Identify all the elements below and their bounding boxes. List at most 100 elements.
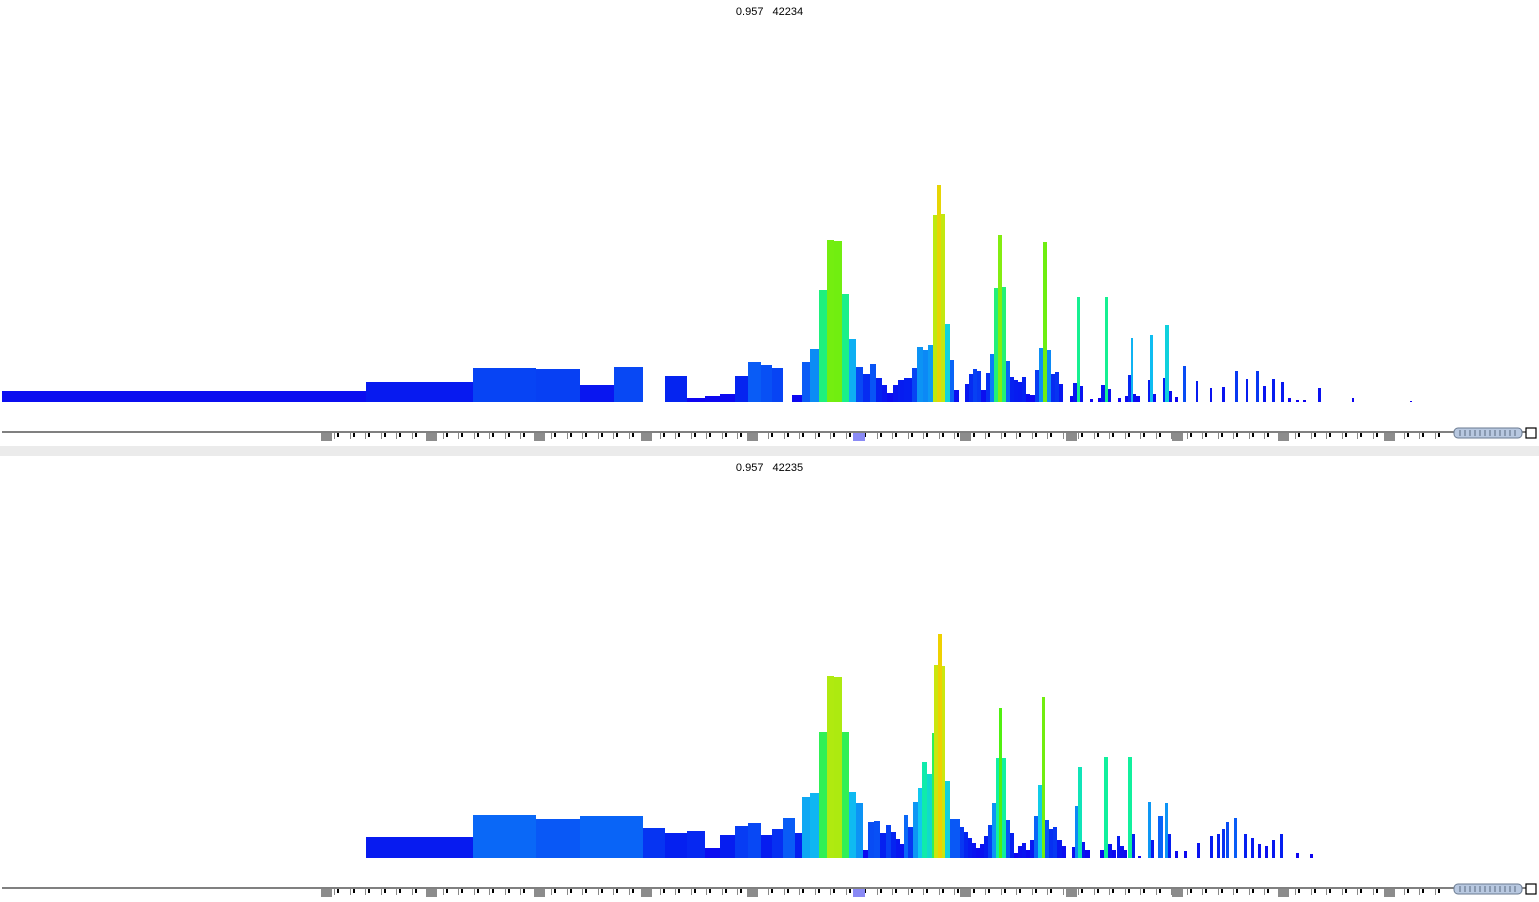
ruler-marker[interactable] (1172, 889, 1183, 897)
ruler-marker[interactable] (1384, 433, 1395, 441)
bar (1042, 697, 1045, 858)
ruler-tick (1032, 433, 1033, 439)
bar (1124, 850, 1127, 858)
bar (1158, 816, 1163, 858)
ruler-marker[interactable] (1278, 433, 1289, 441)
bar (536, 369, 580, 402)
bar (868, 822, 874, 858)
bar (1120, 846, 1124, 858)
bar (1002, 758, 1006, 858)
ruler-tick (458, 889, 459, 895)
ruler-marker[interactable] (321, 889, 332, 897)
bar (1090, 399, 1093, 402)
spectrum-chart (2, 634, 1537, 897)
ruler-tick (399, 433, 401, 437)
ruler-tick (802, 433, 804, 437)
ruler-marker-selected[interactable] (853, 889, 865, 897)
scroll-thumb-body[interactable] (1453, 883, 1523, 895)
ruler-tick (1236, 433, 1238, 437)
ruler-marker[interactable] (426, 889, 437, 897)
ruler-tick (412, 889, 413, 895)
ruler-tick (784, 889, 785, 895)
ruler-marker[interactable] (1172, 433, 1183, 441)
bar (1280, 834, 1283, 858)
bar (1100, 850, 1104, 858)
bar (849, 339, 856, 402)
bar (1038, 785, 1042, 858)
bar (1014, 853, 1018, 858)
ruler-tick (663, 889, 665, 893)
expand-box-icon[interactable] (1525, 427, 1537, 439)
ruler-marker[interactable] (1066, 433, 1077, 441)
ruler-tick (988, 889, 990, 893)
ruler-marker[interactable] (747, 433, 758, 441)
bar (1128, 375, 1131, 402)
ruler[interactable] (2, 883, 1537, 897)
panel-divider[interactable] (0, 446, 1539, 456)
ruler-tick (1233, 433, 1234, 439)
ruler-tick (1202, 433, 1203, 439)
ruler-tick (1249, 433, 1250, 439)
ruler-tick (942, 433, 944, 437)
ruler-tick (1373, 889, 1374, 895)
ruler-tick (1342, 889, 1343, 895)
bar (880, 833, 886, 858)
ruler-tick (446, 433, 448, 437)
bar (918, 788, 922, 858)
ruler-tick (1252, 889, 1254, 893)
ruler-marker[interactable] (641, 433, 652, 441)
ruler-marker[interactable] (641, 889, 652, 897)
bar (1272, 840, 1275, 858)
ruler-marker[interactable] (321, 433, 332, 441)
bar (792, 395, 802, 402)
ruler-tick (880, 889, 882, 893)
bar (1150, 335, 1153, 402)
bar (927, 774, 932, 858)
ruler-tick (830, 889, 831, 895)
ruler-marker[interactable] (534, 433, 545, 441)
ruler-marker[interactable] (1384, 889, 1395, 897)
ruler-tick (598, 433, 599, 439)
ruler-tick (629, 889, 630, 895)
bar (1133, 394, 1136, 402)
bar (922, 762, 927, 858)
bar (950, 819, 955, 858)
ruler-tick (582, 889, 583, 895)
bar (904, 815, 908, 858)
ruler-tick (1218, 889, 1219, 895)
ruler-tick (675, 889, 676, 895)
bar (972, 843, 976, 858)
ruler-tick (1342, 433, 1343, 439)
expand-box-icon[interactable] (1525, 883, 1537, 895)
scroll-thumb-body[interactable] (1453, 427, 1523, 439)
ruler-tick (818, 889, 820, 893)
ruler-marker[interactable] (747, 889, 758, 897)
ruler-marker[interactable] (534, 889, 545, 897)
ruler-marker[interactable] (1066, 889, 1077, 897)
ruler-marker-selected[interactable] (853, 433, 865, 441)
ruler-tick (911, 433, 913, 437)
ruler-marker[interactable] (426, 433, 437, 441)
ruler-marker[interactable] (960, 433, 971, 441)
bar (1136, 396, 1140, 402)
ruler-marker[interactable] (960, 889, 971, 897)
scroll-thumb[interactable] (1453, 427, 1523, 439)
ruler-marker[interactable] (1278, 889, 1289, 897)
bar (802, 797, 810, 858)
ruler-tick (1016, 433, 1017, 439)
ruler-tick (737, 889, 738, 895)
ruler-tick (694, 433, 696, 437)
bar (834, 677, 842, 858)
bar (1235, 371, 1238, 402)
ruler-tick (1128, 889, 1130, 893)
bar (998, 235, 1002, 402)
ruler-tick (1407, 433, 1409, 437)
ruler-tick (598, 889, 599, 895)
scroll-thumb[interactable] (1453, 883, 1523, 895)
ruler-tick (629, 433, 630, 439)
bar (900, 844, 904, 858)
bar (917, 347, 923, 402)
ruler-tick (601, 889, 603, 893)
bar (1057, 840, 1062, 858)
ruler[interactable] (2, 427, 1537, 441)
